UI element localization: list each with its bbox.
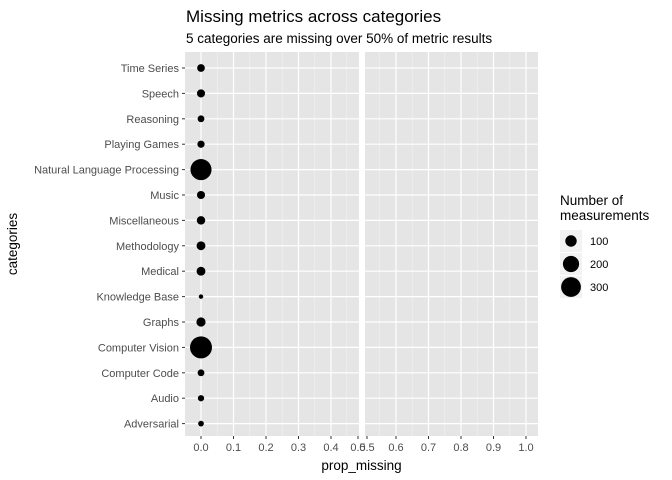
data-point (196, 89, 206, 98)
data-point (196, 216, 206, 225)
y-tick-label: Computer Vision (98, 342, 179, 354)
x-tick-label: 0.2 (258, 442, 273, 454)
y-tick-label: Methodology (116, 241, 179, 253)
size-legend: Number of measurements 100 200 300 (560, 193, 650, 298)
y-tick-label: Playing Games (104, 139, 179, 151)
legend-key-point (562, 255, 580, 273)
chart-subtitle: 5 categories are missing over 50% of met… (186, 31, 492, 46)
data-point (197, 140, 205, 148)
x-tick-label: 0.6 (388, 442, 403, 454)
data-point (197, 115, 205, 123)
x-tick-label: 0.9 (486, 442, 501, 454)
x-tick-label: 0.1 (226, 442, 241, 454)
y-tick-label: Medical (141, 266, 179, 278)
y-tick-label: Audio (151, 393, 179, 405)
y-tick-label: Reasoning (126, 114, 179, 126)
legend-key-point (561, 277, 581, 297)
y-axis: Time Series Speech Reasoning Playing Games N… (34, 63, 185, 431)
x-axis-title: prop_missing (321, 458, 401, 473)
data-point (196, 266, 206, 276)
minor-gridlines (216, 52, 511, 436)
x-tick-label: 0.3 (291, 442, 306, 454)
data-point (198, 420, 204, 427)
x-tick-label: 0.0 (193, 442, 208, 454)
data-point (190, 336, 212, 359)
data-point (190, 159, 212, 181)
legend-title-line-1: Number of (560, 193, 623, 208)
chart-title: Missing metrics across categories (186, 7, 441, 26)
x-tick-label: 0.7 (421, 442, 436, 454)
legend-items: 100 200 300 (560, 230, 608, 298)
data-point (197, 64, 205, 72)
axis-break-gap (359, 52, 365, 436)
y-tick-label: Knowledge Base (96, 292, 179, 304)
x-tick-label: 0.5 (350, 442, 365, 454)
y-tick-label: Natural Language Processing (34, 165, 179, 177)
data-point (197, 369, 205, 377)
y-tick-label: Adversarial (124, 419, 179, 431)
data-point (196, 190, 206, 200)
legend-label: 200 (590, 259, 608, 271)
x-tick-label: 0.8 (453, 442, 468, 454)
data-point (198, 294, 204, 299)
legend-label: 100 (590, 236, 608, 248)
x-tick-label: 0.5 (359, 442, 374, 454)
legend-label: 300 (590, 282, 608, 294)
y-tick-label: Speech (142, 88, 179, 100)
legend-key-point (565, 235, 577, 247)
y-tick-label: Computer Code (101, 368, 179, 380)
y-axis-title: categories (5, 213, 20, 276)
y-tick-label: Time Series (121, 63, 180, 75)
y-tick-label: Music (150, 190, 179, 202)
y-tick-label: Miscellaneous (109, 215, 179, 227)
x-tick-label: 0.4 (323, 442, 338, 454)
x-axis: 0.0 0.1 0.2 0.3 0.4 0.50.5 0.6 0.7 0.8 0.9 1.0 (193, 436, 534, 454)
legend-title-line-2: measurements (560, 208, 650, 223)
data-point (196, 241, 206, 251)
data-points (190, 64, 212, 427)
y-tick-label: Graphs (143, 317, 180, 329)
data-point (197, 395, 205, 402)
x-tick-label: 1.0 (518, 442, 533, 454)
data-point (196, 317, 206, 327)
